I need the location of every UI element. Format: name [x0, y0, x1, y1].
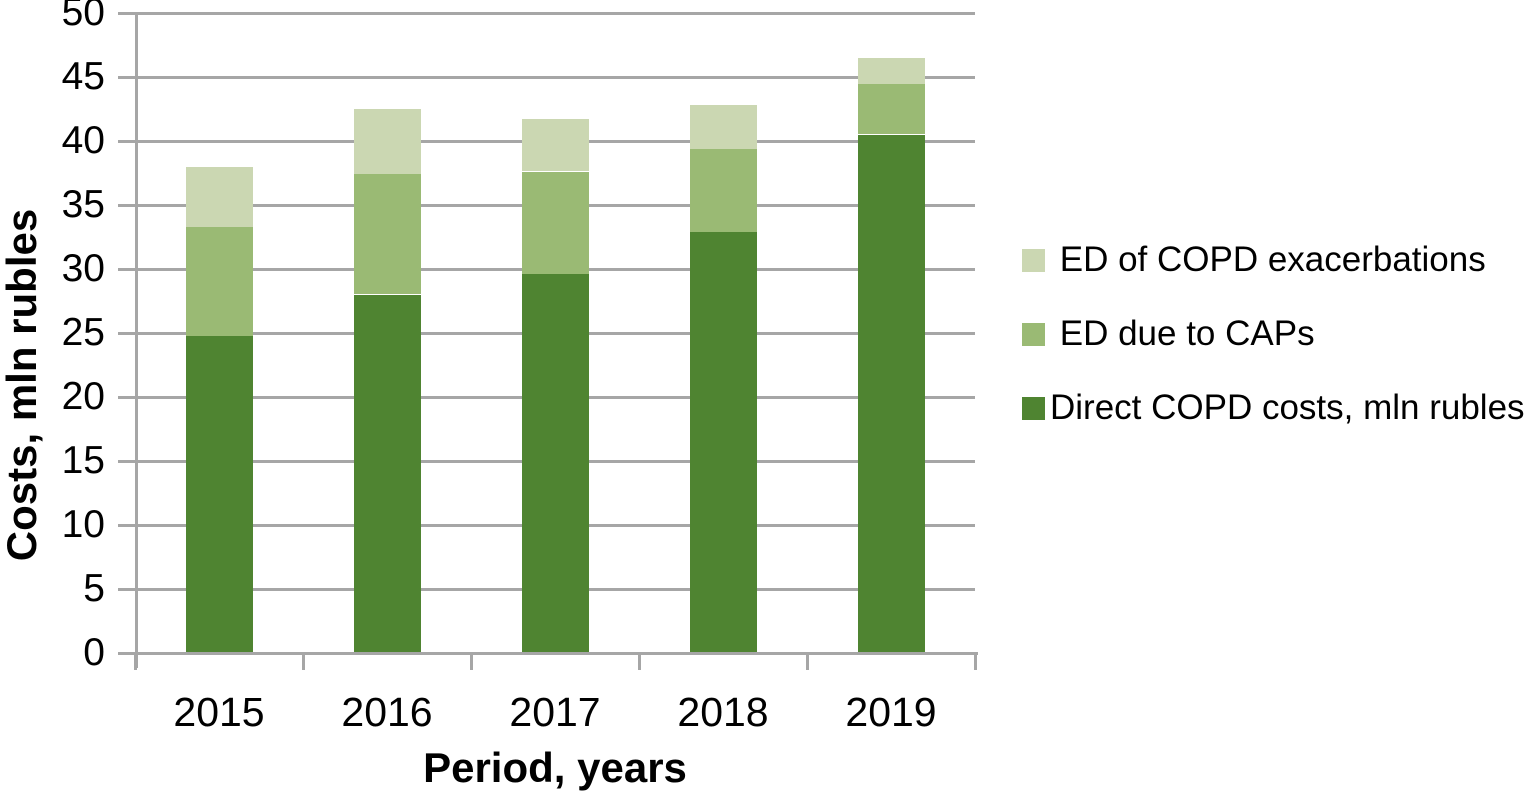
y-tick-label: 25	[61, 311, 105, 354]
bar-segment-ed-of-copd-exacerbations	[522, 119, 589, 171]
x-axis-tick	[638, 655, 641, 670]
bar-segment-direct-copd-costs-mln-rubles	[690, 232, 757, 653]
x-axis-tick	[470, 655, 473, 670]
y-axis-tick	[118, 460, 135, 463]
gridline	[135, 76, 975, 79]
bar-segment-ed-due-to-caps	[858, 83, 925, 134]
x-axis-tick	[806, 655, 809, 670]
legend-label: ED of COPD exacerbations	[1050, 240, 1486, 279]
y-tick-label: 40	[61, 119, 105, 162]
y-tick-label: 30	[61, 247, 105, 290]
x-axis-title: Period, years	[423, 743, 687, 791]
bar-segment-direct-copd-costs-mln-rubles	[858, 135, 925, 653]
x-tick-label: 2017	[509, 688, 601, 735]
legend-swatch	[1022, 396, 1045, 420]
x-axis-line	[123, 652, 978, 655]
x-tick-label: 2018	[677, 688, 769, 735]
y-tick-label: 50	[61, 0, 105, 34]
legend-swatch	[1022, 322, 1045, 346]
x-axis-tick	[302, 655, 305, 670]
bar-segment-ed-due-to-caps	[186, 227, 253, 336]
y-axis-tick	[118, 396, 135, 399]
y-axis-line	[135, 13, 138, 668]
x-tick-label: 2016	[341, 688, 433, 735]
y-axis-tick	[118, 204, 135, 207]
y-axis-tick	[118, 332, 135, 335]
bar-segment-ed-of-copd-exacerbations	[186, 167, 253, 227]
bar-segment-direct-copd-costs-mln-rubles	[186, 336, 253, 653]
y-axis-title: Costs, mln rubles	[0, 208, 45, 562]
x-tick-label: 2019	[845, 688, 937, 735]
y-tick-label: 0	[83, 631, 105, 674]
bar-segment-ed-due-to-caps	[690, 149, 757, 232]
legend-swatch	[1022, 248, 1045, 272]
legend-item: ED of COPD exacerbations	[1022, 240, 1525, 280]
y-axis-tick	[118, 652, 135, 655]
y-tick-label: 15	[61, 439, 105, 482]
bar-segment-ed-of-copd-exacerbations	[354, 109, 421, 174]
legend: ED of COPD exacerbations ED due to CAPs D…	[1022, 240, 1525, 462]
gridline	[135, 12, 975, 15]
x-axis-tick	[974, 655, 977, 670]
plot-area	[135, 12, 975, 655]
x-tick-label: 2015	[173, 688, 265, 735]
legend-label: ED due to CAPs	[1050, 314, 1315, 353]
legend-label: Direct COPD costs, mln rubles	[1050, 388, 1525, 427]
y-axis-tick	[118, 268, 135, 271]
y-axis-tick	[118, 12, 135, 15]
legend-item: ED due to CAPs	[1022, 314, 1525, 354]
bar-segment-ed-of-copd-exacerbations	[858, 58, 925, 84]
y-tick-label: 45	[61, 55, 105, 98]
y-tick-label: 35	[61, 183, 105, 226]
y-axis-tick	[118, 140, 135, 143]
bar-segment-ed-due-to-caps	[354, 174, 421, 294]
bar-segment-ed-due-to-caps	[522, 172, 589, 274]
x-axis-tick	[134, 655, 137, 670]
y-axis-tick	[118, 76, 135, 79]
legend-item: Direct COPD costs, mln rubles	[1022, 388, 1525, 428]
y-tick-label: 20	[61, 375, 105, 418]
y-tick-label: 5	[83, 567, 105, 610]
bar-segment-direct-copd-costs-mln-rubles	[522, 274, 589, 653]
bar-segment-ed-of-copd-exacerbations	[690, 105, 757, 149]
bar-segment-direct-copd-costs-mln-rubles	[354, 295, 421, 653]
y-axis-tick	[118, 588, 135, 591]
y-axis-tick	[118, 524, 135, 527]
y-tick-label: 10	[61, 503, 105, 546]
